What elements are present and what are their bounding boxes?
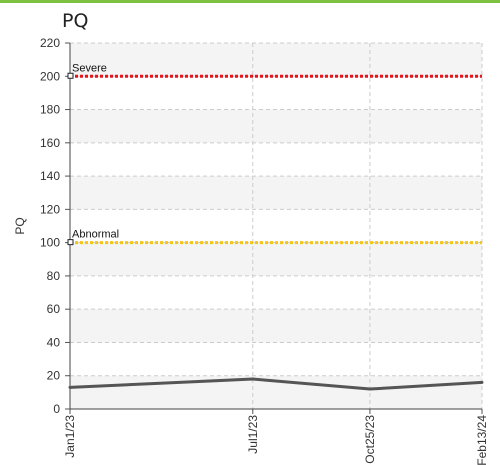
data-point <box>480 380 484 384</box>
reference-label: Severe <box>72 62 107 74</box>
x-tick-label: Jan1/23 <box>63 415 77 458</box>
background-band <box>70 176 482 210</box>
y-tick-label: 60 <box>47 302 61 316</box>
y-tick-label: 100 <box>40 236 60 250</box>
background-band <box>70 109 482 143</box>
y-tick-label: 40 <box>47 335 61 349</box>
y-tick-label: 120 <box>40 202 60 216</box>
background-band <box>70 309 482 343</box>
data-point <box>368 387 372 391</box>
x-tick-label: Feb13/24 <box>475 415 489 465</box>
y-tick-label: 180 <box>40 103 60 117</box>
reference-marker <box>67 72 74 79</box>
background-band <box>70 242 482 276</box>
y-axis-title: PQ <box>13 217 27 234</box>
x-tick-label: Oct25/23 <box>363 415 377 464</box>
y-tick-label: 200 <box>40 69 60 83</box>
background-band <box>70 43 482 77</box>
data-point <box>251 377 255 381</box>
y-tick-label: 20 <box>47 369 61 383</box>
y-tick-label: 80 <box>47 269 61 283</box>
y-tick-label: 160 <box>40 136 60 150</box>
y-tick-label: 0 <box>53 402 60 416</box>
x-tick-label: Jul1/23 <box>246 415 260 454</box>
chart-title: PQ <box>62 10 89 32</box>
reference-label: Abnormal <box>72 229 119 241</box>
y-tick-label: 220 <box>40 36 60 50</box>
data-point <box>68 385 72 389</box>
y-tick-label: 140 <box>40 169 60 183</box>
series-line <box>69 377 483 391</box>
reference-marker <box>67 239 74 246</box>
top-accent-bar <box>0 0 500 3</box>
